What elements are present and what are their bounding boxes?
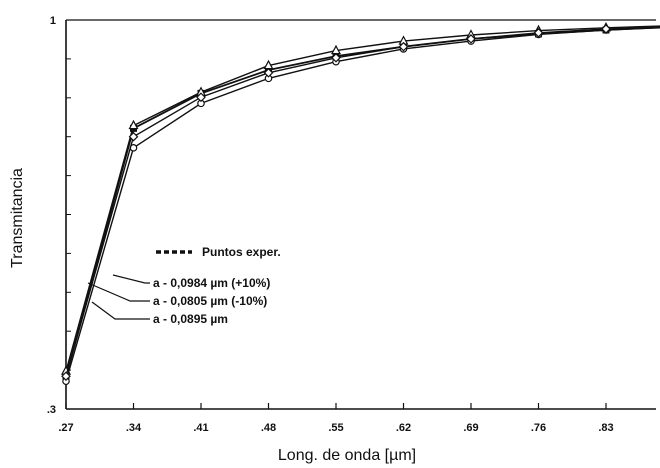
legend-label: Puntos exper. [202, 245, 281, 259]
series-line [65, 25, 660, 372]
series-3 [62, 26, 660, 386]
legend-leader-line [112, 274, 150, 284]
axes: .27 .34 .41 .48 .55 .62 .69 .76 .83 .3 1 [47, 15, 656, 434]
x-tick-label: .48 [261, 422, 276, 434]
legend-leader-line [91, 301, 150, 320]
data-point [601, 24, 611, 34]
series-line [65, 27, 660, 382]
x-tick-label: .27 [58, 422, 73, 434]
data-point [128, 131, 139, 142]
data-point [196, 92, 206, 103]
series-1 [62, 26, 660, 381]
x-tick-label: .62 [396, 422, 411, 434]
series-line [65, 26, 660, 377]
legend: Puntos exper. a - 0,0984 µm (+10%) a - 0,0… [87, 245, 281, 326]
x-tick-label: .83 [598, 422, 613, 434]
x-tick-label: .69 [463, 422, 478, 434]
series-4 [61, 24, 660, 382]
series-2 [61, 22, 660, 375]
x-tick-label: .55 [328, 422, 343, 434]
legend-leader-line [87, 282, 150, 302]
series-layer [61, 22, 660, 386]
x-tick-label: .76 [531, 422, 546, 434]
data-point [398, 41, 409, 52]
legend-label: a - 0,0984 µm (+10%) [153, 276, 270, 290]
x-tick-label: .41 [193, 422, 208, 434]
y-tick-label: .3 [47, 404, 56, 416]
data-point [533, 27, 544, 38]
y-axis-title: Transmitancia [9, 168, 26, 268]
y-tick-label: 1 [50, 15, 56, 27]
data-point [331, 52, 341, 63]
x-tick-label: .34 [126, 422, 142, 434]
legend-label: a - 0,0805 µm (-10%) [153, 294, 267, 308]
x-axis-title: Long. de onda [µm] [278, 447, 416, 464]
legend-label: a - 0,0895 µm [153, 312, 228, 326]
data-point [466, 34, 476, 44]
data-point [128, 119, 139, 130]
data-point [61, 371, 71, 382]
data-point [263, 67, 274, 78]
